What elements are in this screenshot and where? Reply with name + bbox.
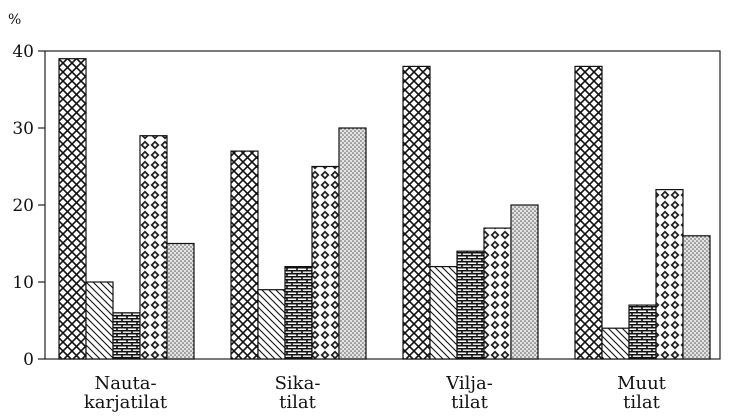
bar-s5-c3: [510, 204, 539, 360]
bar-s3-c3: [456, 250, 485, 360]
y-tick-label-3: 30: [12, 119, 34, 139]
category-label-3-line-1: Vilja-: [445, 373, 493, 394]
category-label-2-line-2: tilat: [279, 392, 316, 413]
bar-s3-c2: [284, 266, 313, 360]
bar-s5-c1: [166, 242, 195, 360]
bar-s5-c4: [682, 235, 711, 360]
bar-s4-c3: [483, 227, 512, 360]
bar-s1-c2: [230, 150, 259, 360]
category-label-2-line-1: Sika-: [275, 373, 321, 394]
category-label-1-line-2: karjatilat: [84, 392, 168, 413]
bar-s4-c1: [139, 135, 168, 360]
y-unit-label: %: [8, 12, 21, 28]
category-label-4-line-2: tilat: [623, 392, 660, 413]
bar-s2-c1: [85, 281, 114, 360]
bar-s3-c4: [628, 304, 657, 360]
bar-s2-c4: [601, 327, 630, 360]
category-label-4-line-1: Muut: [617, 373, 667, 394]
bar-s1-c4: [574, 65, 603, 360]
y-tick-label-0: 0: [23, 350, 34, 370]
category-label-1-line-1: Nauta-: [94, 373, 156, 394]
bar-s2-c2: [257, 289, 286, 360]
bar-s1-c3: [402, 65, 431, 360]
y-tick-label-2: 20: [12, 196, 34, 216]
bar-s5-c2: [338, 127, 367, 360]
y-tick-label-1: 10: [12, 273, 34, 293]
bar-s3-c1: [112, 312, 141, 360]
bar-s1-c1: [58, 58, 87, 360]
bar-s2-c3: [429, 266, 458, 360]
y-tick-label-4: 40: [12, 42, 34, 62]
bar-s4-c2: [311, 165, 340, 360]
category-label-3-line-2: tilat: [451, 392, 488, 413]
plot-area: 010203040%Nauta-karjatilatSika-tilatVilj…: [8, 12, 721, 413]
bar-s4-c4: [655, 189, 684, 360]
